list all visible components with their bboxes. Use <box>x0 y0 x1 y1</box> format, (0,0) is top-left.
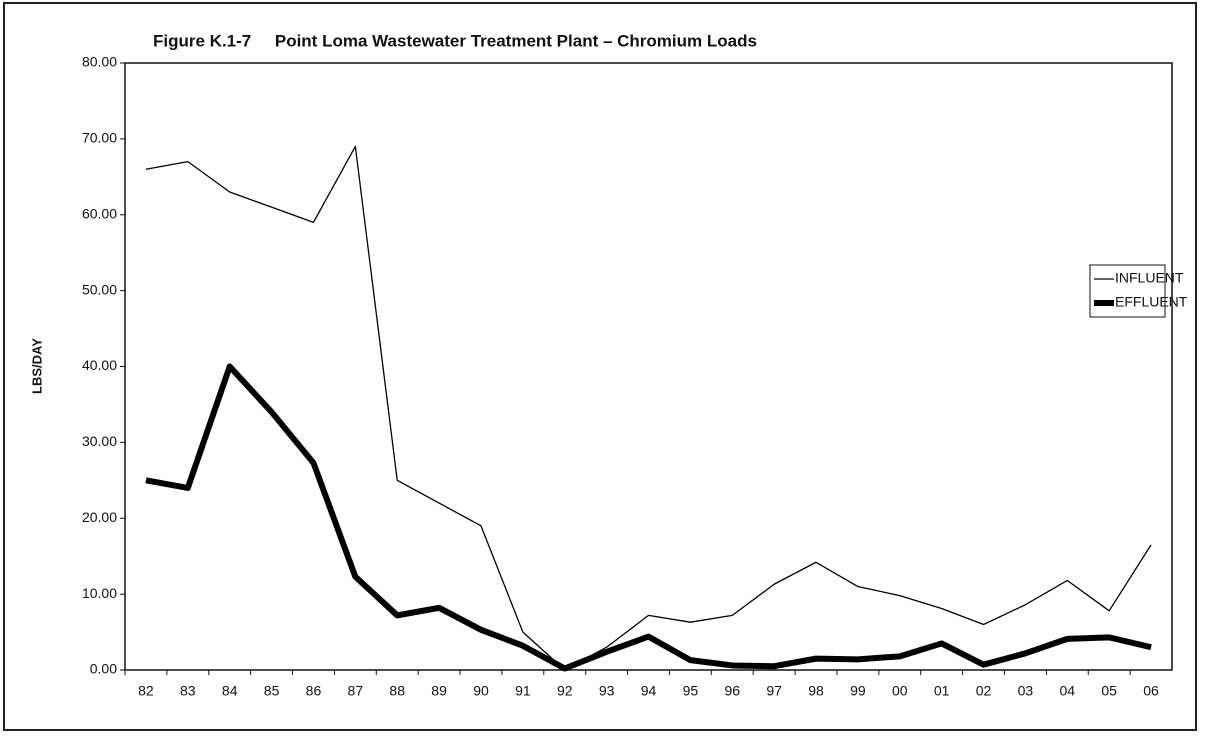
legend-label: INFLUENT <box>1115 270 1184 286</box>
x-tick-label: 94 <box>641 683 657 699</box>
x-tick-label: 99 <box>850 683 866 699</box>
x-tick-label: 88 <box>389 683 405 699</box>
x-tick-label: 97 <box>766 683 782 699</box>
y-tick-label: 30.00 <box>82 433 117 449</box>
chart-title: Figure K.1-7 Point Loma Wastewater Treat… <box>153 31 757 50</box>
y-axis-label: LBS/DAY <box>29 338 44 394</box>
x-tick-label: 98 <box>808 683 824 699</box>
y-tick-label: 80.00 <box>82 54 117 70</box>
x-tick-label: 05 <box>1101 683 1117 699</box>
y-tick-label: 40.00 <box>82 357 117 373</box>
data-line <box>145 363 1152 672</box>
y-tick-label: 60.00 <box>82 205 117 221</box>
x-tick-label: 00 <box>892 683 908 699</box>
x-tick-label: 06 <box>1143 683 1159 699</box>
legend-label: EFFLUENT <box>1115 294 1188 310</box>
x-tick-label: 89 <box>431 683 447 699</box>
x-tick-label: 87 <box>348 683 364 699</box>
x-tick-label: 91 <box>515 683 531 699</box>
y-tick-label: 50.00 <box>82 281 117 297</box>
x-tick-label: 96 <box>724 683 740 699</box>
x-tick-label: 02 <box>976 683 992 699</box>
x-tick-label: 93 <box>599 683 615 699</box>
x-tick-label: 04 <box>1060 683 1076 699</box>
y-tick-label: 10.00 <box>82 585 117 601</box>
x-tick-label: 95 <box>683 683 699 699</box>
y-tick-label: 70.00 <box>82 130 117 146</box>
y-tick-label: 20.00 <box>82 509 117 525</box>
x-tick-label: 01 <box>934 683 950 699</box>
plot-area <box>124 62 1173 671</box>
legend-box <box>1089 264 1166 318</box>
x-tick-label: 84 <box>222 683 238 699</box>
x-tick-label: 82 <box>138 683 154 699</box>
data-line <box>145 145 1152 671</box>
y-tick-label: 0.00 <box>90 661 117 677</box>
x-tick-label: 03 <box>1018 683 1034 699</box>
frame <box>3 2 1197 731</box>
x-tick-label: 86 <box>306 683 322 699</box>
x-tick-label: 90 <box>473 683 489 699</box>
x-tick-label: 92 <box>557 683 573 699</box>
x-tick-label: 83 <box>180 683 196 699</box>
x-tick-label: 85 <box>264 683 280 699</box>
